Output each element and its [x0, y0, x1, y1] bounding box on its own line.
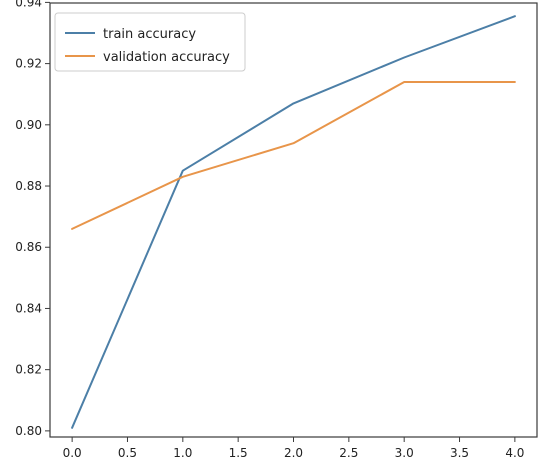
x-tick-label: 4.0 [505, 446, 524, 460]
y-tick-label: 0.84 [15, 301, 42, 315]
x-tick-label: 1.5 [229, 446, 248, 460]
x-tick-label: 3.5 [450, 446, 469, 460]
y-tick-label: 0.92 [15, 57, 42, 71]
legend: train accuracy validation accuracy [55, 13, 245, 71]
legend-label-train-accuracy: train accuracy [103, 27, 196, 42]
x-tick-label: 2.5 [339, 446, 358, 460]
x-tick-label: 3.0 [395, 446, 414, 460]
x-tick-label: 0.5 [118, 446, 137, 460]
y-tick-label: 0.82 [15, 363, 42, 377]
y-tick-label: 0.94 [15, 0, 42, 9]
y-tick-label: 0.80 [15, 424, 42, 438]
x-tick-label: 1.0 [173, 446, 192, 460]
legend-label-validation-accuracy: validation accuracy [103, 50, 230, 65]
y-tick-label: 0.90 [15, 118, 42, 132]
x-tick-label: 0.0 [63, 446, 82, 460]
x-tick-label: 2.0 [284, 446, 303, 460]
y-tick-label: 0.86 [15, 240, 42, 254]
y-tick-label: 0.88 [15, 179, 42, 193]
